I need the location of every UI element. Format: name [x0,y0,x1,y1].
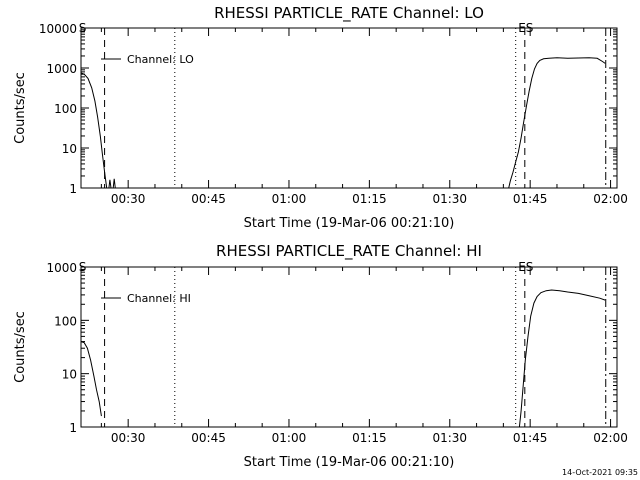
generation-timestamp: 14-Oct-2021 09:35 [562,468,638,477]
x-tick-label: 01:00 [272,192,307,206]
chart-title: RHESSI PARTICLE_RATE Channel: HI [216,242,482,261]
x-tick-label: 00:30 [111,192,146,206]
series-line [80,72,108,189]
plot-frame [80,266,618,428]
y-tick-label: 10000 [39,22,77,36]
legend: Channel: HI [101,292,191,305]
x-tick-label: 00:45 [191,192,226,206]
x-tick-label: 01:30 [432,431,467,445]
x-tick-label: 00:45 [191,431,226,445]
y-tick-label: 100 [54,102,77,116]
marker-label: S [79,260,87,274]
time-markers: S ES [79,260,607,427]
x-tick-label: 02:00 [593,192,628,206]
y-tick-label: 1000 [46,261,77,275]
x-tick-label: 00:30 [111,431,146,445]
panel-hi-channel: RHESSI PARTICLE_RATE Channel: HI 00:30 00… [13,242,628,470]
x-tick-label: 01:15 [352,192,387,206]
y-axis-label: Counts/sec [13,311,28,383]
y-tick-label: 1000 [46,62,77,76]
plot-frame [80,27,618,189]
x-tick-label: 01:00 [272,431,307,445]
y-tick-label: 1 [69,182,77,196]
y-tick-label: 10 [62,368,77,382]
axis-ticks: 00:30 00:45 01:00 01:15 01:30 01:45 02:00 1 10 10… [39,22,628,206]
x-axis-label: Start Time (19-Mar-06 00:21:10) [244,455,455,470]
marker-label: ES [518,21,533,35]
x-tick-label: 01:45 [513,192,548,206]
x-tick-label: 01:45 [513,431,548,445]
series-line [112,178,116,189]
legend: Channel: LO [101,53,194,66]
y-tick-label: 100 [54,314,77,328]
x-tick-label: 01:15 [352,431,387,445]
x-tick-label: 01:30 [432,192,467,206]
x-axis-label: Start Time (19-Mar-06 00:21:10) [244,216,455,231]
legend-label: Channel: LO [127,53,194,66]
data-series [80,57,606,189]
data-series [80,289,606,428]
series-line [108,179,112,189]
time-markers: S ES [79,21,607,188]
series-line [508,57,606,189]
legend-label: Channel: HI [127,292,191,305]
marker-label: S [79,21,87,35]
y-tick-label: 1 [69,421,77,435]
series-line [80,341,102,417]
panel-lo-channel: RHESSI PARTICLE_RATE Channel: LO 00:30 00… [13,4,628,231]
axis-ticks: 00:30 00:45 01:00 01:15 01:30 01:45 02:00 1 10 10… [46,261,627,445]
x-tick-label: 02:00 [593,431,628,445]
series-line [518,289,606,428]
chart-title: RHESSI PARTICLE_RATE Channel: LO [214,4,484,23]
y-tick-label: 10 [62,142,77,156]
y-axis-label: Counts/sec [13,72,28,144]
marker-label: ES [518,260,533,274]
